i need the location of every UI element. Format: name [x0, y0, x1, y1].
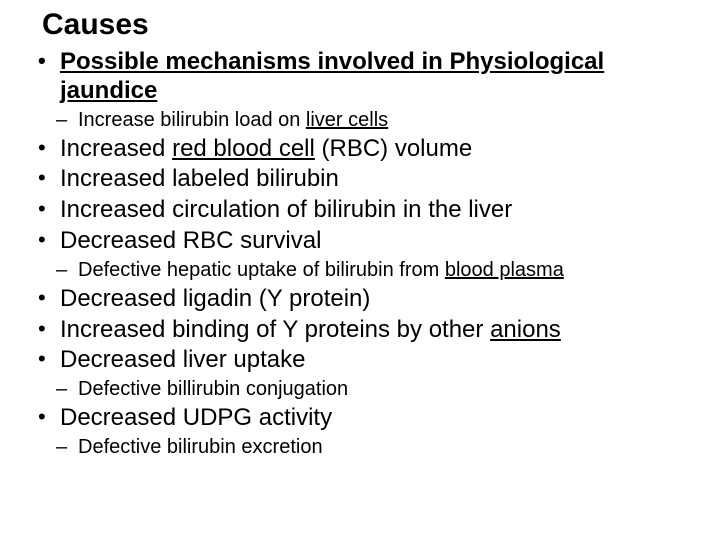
page-title: Causes: [42, 8, 700, 42]
anions-link[interactable]: anions: [490, 316, 561, 343]
level2-list-1: Increase bilirubin load on liver cells: [20, 108, 700, 133]
sub-item-2: Defective hepatic uptake of bilirubin fr…: [56, 258, 700, 283]
sub-item-4: Defective bilirubin excretion: [56, 435, 700, 460]
bullet-4: Decreased RBC survival: [38, 227, 700, 256]
level1-list-group2: Decreased ligadin (Y protein) Increased …: [20, 285, 700, 375]
bullet-3: Increased circulation of bilirubin in th…: [38, 196, 700, 225]
level1-list-group1: Increased red blood cell (RBC) volume In…: [20, 135, 700, 256]
blood-plasma-link[interactable]: blood plasma: [445, 259, 564, 281]
bullet-1: Increased red blood cell (RBC) volume: [38, 135, 700, 164]
heading-line1: Possible mechanisms involved in Physiolo…: [60, 48, 604, 75]
bullet-6: Increased binding of Y proteins by other…: [38, 316, 700, 345]
bullet-2: Increased labeled bilirubin: [38, 165, 700, 194]
heading-line2: jaundice: [60, 77, 157, 104]
b1-prefix: Increased: [60, 135, 172, 162]
level1-list: Possible mechanisms involved in Physiolo…: [20, 48, 700, 106]
level2-list-2: Defective hepatic uptake of bilirubin fr…: [20, 258, 700, 283]
bullet-5: Decreased ligadin (Y protein): [38, 285, 700, 314]
level2-list-4: Defective bilirubin excretion: [20, 435, 700, 460]
red-blood-cell-link[interactable]: red blood cell: [172, 135, 315, 162]
sub1-prefix: Increase bilirubin load on: [78, 109, 306, 131]
sub2-prefix: Defective hepatic uptake of bilirubin fr…: [78, 259, 445, 281]
b6-prefix: Increased binding of Y proteins by other: [60, 316, 490, 343]
level1-list-group3: Decreased UDPG activity: [20, 404, 700, 433]
level2-list-3: Defective billirubin conjugation: [20, 377, 700, 402]
b1-suffix: (RBC) volume: [315, 135, 472, 162]
bullet-7: Decreased liver uptake: [38, 346, 700, 375]
heading-item: Possible mechanisms involved in Physiolo…: [38, 48, 700, 106]
bullet-8: Decreased UDPG activity: [38, 404, 700, 433]
sub-item-1: Increase bilirubin load on liver cells: [56, 108, 700, 133]
liver-cells-link[interactable]: liver cells: [306, 109, 388, 131]
sub-item-3: Defective billirubin conjugation: [56, 377, 700, 402]
